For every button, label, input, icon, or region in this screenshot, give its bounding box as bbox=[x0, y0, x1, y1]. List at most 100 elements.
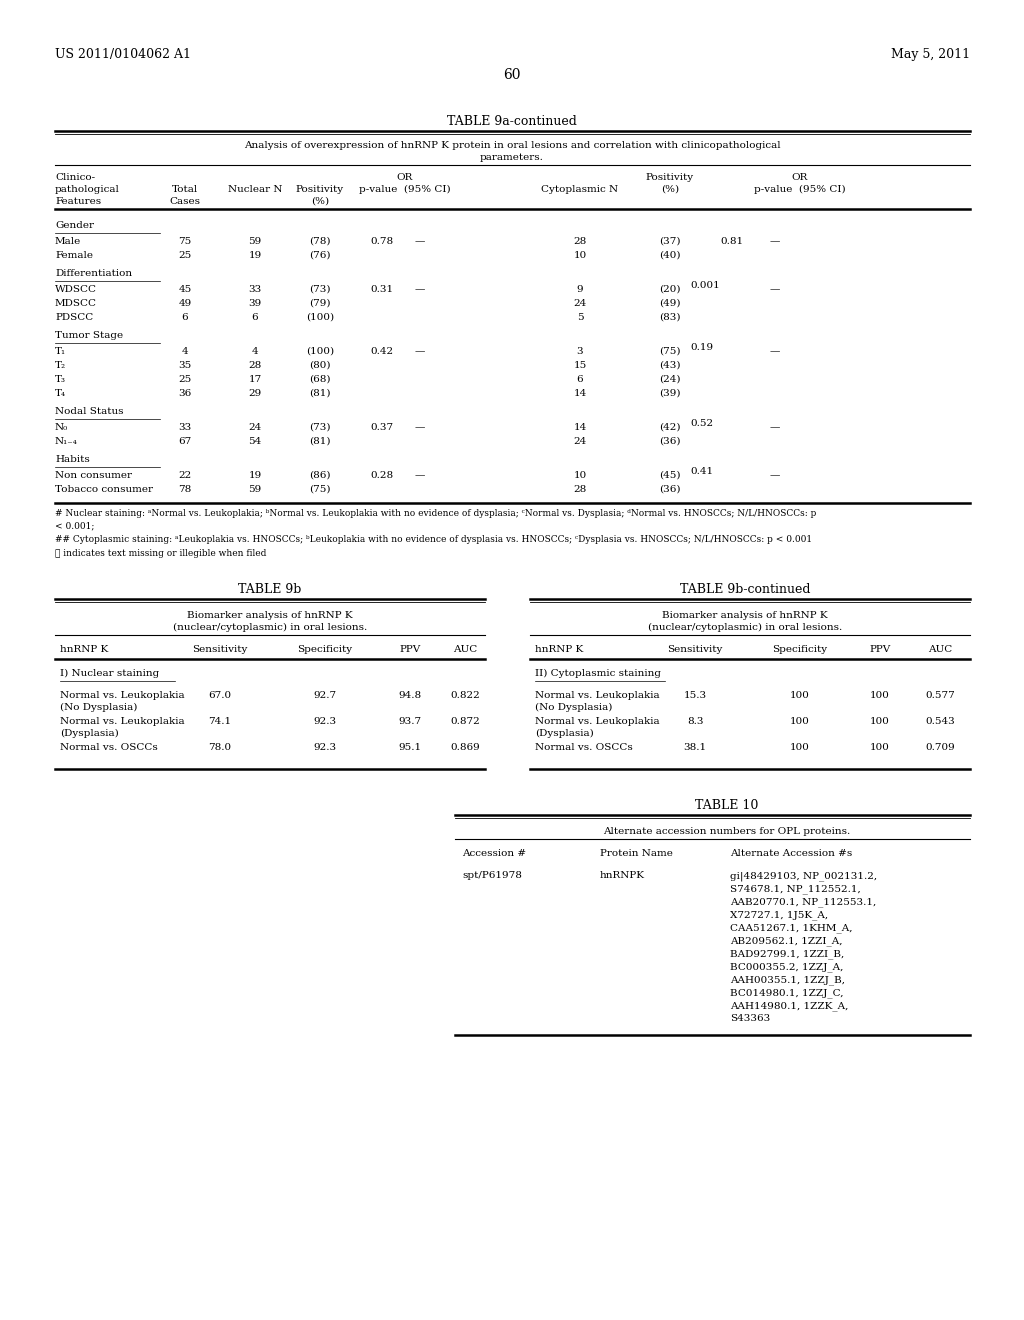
Text: AB209562.1, 1ZZI_A,: AB209562.1, 1ZZI_A, bbox=[730, 936, 843, 945]
Text: (20): (20) bbox=[659, 285, 681, 294]
Text: 25: 25 bbox=[178, 375, 191, 384]
Text: II) Cytoplasmic staining: II) Cytoplasmic staining bbox=[535, 669, 662, 678]
Text: —: — bbox=[415, 347, 425, 356]
Text: 92.7: 92.7 bbox=[313, 690, 337, 700]
Text: —: — bbox=[415, 285, 425, 294]
Text: (No Dysplasia): (No Dysplasia) bbox=[535, 704, 612, 711]
Text: 24: 24 bbox=[573, 437, 587, 446]
Text: (81): (81) bbox=[309, 437, 331, 446]
Text: Nodal Status: Nodal Status bbox=[55, 407, 124, 416]
Text: Habits: Habits bbox=[55, 455, 90, 465]
Text: Normal vs. OSCCs: Normal vs. OSCCs bbox=[60, 743, 158, 752]
Text: Gender: Gender bbox=[55, 220, 94, 230]
Text: 0.001: 0.001 bbox=[690, 281, 720, 290]
Text: < 0.001;: < 0.001; bbox=[55, 521, 94, 531]
Text: PPV: PPV bbox=[399, 645, 421, 653]
Text: 100: 100 bbox=[870, 717, 890, 726]
Text: 39: 39 bbox=[249, 300, 261, 308]
Text: Ⓟ indicates text missing or illegible when filed: Ⓟ indicates text missing or illegible wh… bbox=[55, 549, 266, 558]
Text: 49: 49 bbox=[178, 300, 191, 308]
Text: 78.0: 78.0 bbox=[209, 743, 231, 752]
Text: (43): (43) bbox=[659, 360, 681, 370]
Text: (24): (24) bbox=[659, 375, 681, 384]
Text: 15: 15 bbox=[573, 360, 587, 370]
Text: 0.577: 0.577 bbox=[925, 690, 954, 700]
Text: hnRNP K: hnRNP K bbox=[535, 645, 584, 653]
Text: TABLE 10: TABLE 10 bbox=[695, 799, 759, 812]
Text: TABLE 9b: TABLE 9b bbox=[239, 583, 302, 597]
Text: Normal vs. Leukoplakia: Normal vs. Leukoplakia bbox=[535, 717, 659, 726]
Text: 54: 54 bbox=[249, 437, 261, 446]
Text: Alternate accession numbers for OPL proteins.: Alternate accession numbers for OPL prot… bbox=[603, 828, 851, 836]
Text: Analysis of overexpression of hnRNP K protein in oral lesions and correlation wi: Analysis of overexpression of hnRNP K pr… bbox=[244, 141, 780, 150]
Text: 15.3: 15.3 bbox=[683, 690, 707, 700]
Text: Tumor Stage: Tumor Stage bbox=[55, 331, 123, 341]
Text: 78: 78 bbox=[178, 484, 191, 494]
Text: 100: 100 bbox=[791, 743, 810, 752]
Text: 59: 59 bbox=[249, 238, 261, 246]
Text: Normal vs. OSCCs: Normal vs. OSCCs bbox=[535, 743, 633, 752]
Text: 10: 10 bbox=[573, 251, 587, 260]
Text: PDSCC: PDSCC bbox=[55, 313, 93, 322]
Text: US 2011/0104062 A1: US 2011/0104062 A1 bbox=[55, 48, 191, 61]
Text: BC000355.2, 1ZZJ_A,: BC000355.2, 1ZZJ_A, bbox=[730, 962, 844, 972]
Text: 0.78: 0.78 bbox=[370, 238, 393, 246]
Text: Differentiation: Differentiation bbox=[55, 269, 132, 279]
Text: (100): (100) bbox=[306, 347, 334, 356]
Text: 67: 67 bbox=[178, 437, 191, 446]
Text: 92.3: 92.3 bbox=[313, 717, 337, 726]
Text: 100: 100 bbox=[870, 743, 890, 752]
Text: Non consumer: Non consumer bbox=[55, 471, 132, 480]
Text: hnRNPK: hnRNPK bbox=[600, 871, 645, 880]
Text: OR: OR bbox=[792, 173, 808, 182]
Text: Accession #: Accession # bbox=[462, 849, 526, 858]
Text: 19: 19 bbox=[249, 471, 261, 480]
Text: 0.709: 0.709 bbox=[925, 743, 954, 752]
Text: 5: 5 bbox=[577, 313, 584, 322]
Text: —: — bbox=[770, 422, 780, 432]
Text: 28: 28 bbox=[573, 238, 587, 246]
Text: 4: 4 bbox=[252, 347, 258, 356]
Text: 10: 10 bbox=[573, 471, 587, 480]
Text: (100): (100) bbox=[306, 313, 334, 322]
Text: 22: 22 bbox=[178, 471, 191, 480]
Text: 0.822: 0.822 bbox=[451, 690, 480, 700]
Text: Biomarker analysis of hnRNP K: Biomarker analysis of hnRNP K bbox=[663, 611, 827, 620]
Text: 0.81: 0.81 bbox=[720, 238, 743, 246]
Text: p-value  (95% CI): p-value (95% CI) bbox=[359, 185, 451, 194]
Text: AUC: AUC bbox=[928, 645, 952, 653]
Text: S43363: S43363 bbox=[730, 1014, 770, 1023]
Text: (36): (36) bbox=[659, 437, 681, 446]
Text: Features: Features bbox=[55, 197, 101, 206]
Text: 0.31: 0.31 bbox=[370, 285, 393, 294]
Text: p-value  (95% CI): p-value (95% CI) bbox=[755, 185, 846, 194]
Text: Normal vs. Leukoplakia: Normal vs. Leukoplakia bbox=[60, 690, 184, 700]
Text: 100: 100 bbox=[870, 690, 890, 700]
Text: (40): (40) bbox=[659, 251, 681, 260]
Text: 60: 60 bbox=[503, 69, 521, 82]
Text: (83): (83) bbox=[659, 313, 681, 322]
Text: 0.41: 0.41 bbox=[690, 467, 713, 477]
Text: TABLE 9a-continued: TABLE 9a-continued bbox=[447, 115, 577, 128]
Text: Total: Total bbox=[172, 185, 198, 194]
Text: I) Nuclear staining: I) Nuclear staining bbox=[60, 669, 160, 678]
Text: —: — bbox=[415, 422, 425, 432]
Text: 29: 29 bbox=[249, 389, 261, 399]
Text: (75): (75) bbox=[659, 347, 681, 356]
Text: 100: 100 bbox=[791, 690, 810, 700]
Text: (No Dysplasia): (No Dysplasia) bbox=[60, 704, 137, 711]
Text: hnRNP K: hnRNP K bbox=[60, 645, 109, 653]
Text: Female: Female bbox=[55, 251, 93, 260]
Text: (80): (80) bbox=[309, 360, 331, 370]
Text: May 5, 2011: May 5, 2011 bbox=[891, 48, 970, 61]
Text: (86): (86) bbox=[309, 471, 331, 480]
Text: 94.8: 94.8 bbox=[398, 690, 422, 700]
Text: 6: 6 bbox=[577, 375, 584, 384]
Text: (39): (39) bbox=[659, 389, 681, 399]
Text: TABLE 9b-continued: TABLE 9b-continued bbox=[680, 583, 810, 597]
Text: —: — bbox=[770, 238, 780, 246]
Text: 24: 24 bbox=[573, 300, 587, 308]
Text: (45): (45) bbox=[659, 471, 681, 480]
Text: 19: 19 bbox=[249, 251, 261, 260]
Text: 33: 33 bbox=[249, 285, 261, 294]
